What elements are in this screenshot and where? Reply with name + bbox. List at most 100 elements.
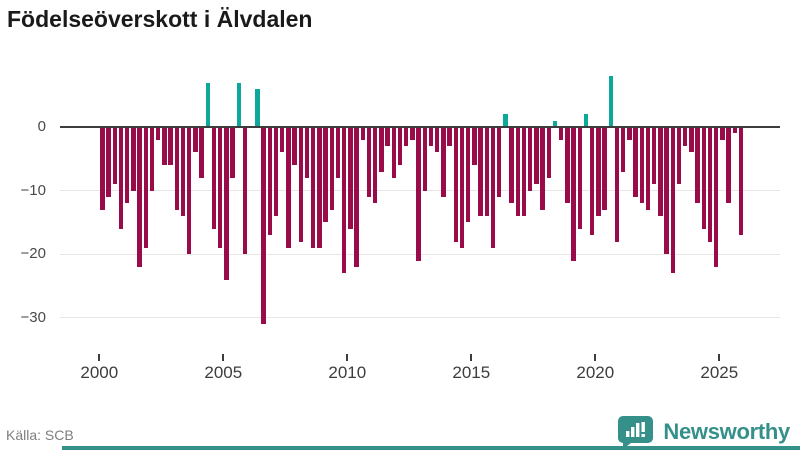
bar-2005-Q3 xyxy=(236,82,241,127)
bar-2011-Q1 xyxy=(373,127,378,204)
bar-2019-Q2 xyxy=(577,127,582,229)
bar-2022-Q1 xyxy=(645,127,651,210)
bar-2024-Q4 xyxy=(714,127,719,267)
bar-2017-Q4 xyxy=(540,127,545,210)
gridline-y-30 xyxy=(60,317,780,319)
newsworthy-logo-icon xyxy=(617,415,654,449)
bar-2007-Q2 xyxy=(280,127,285,153)
y-axis-label-0: 0 xyxy=(37,118,46,135)
bar-2003-Q4 xyxy=(193,127,198,153)
bar-2010-Q3 xyxy=(360,127,365,140)
bar-2014-Q1 xyxy=(447,127,452,147)
source-label: Källa: SCB xyxy=(6,427,74,443)
bar-2007-Q4 xyxy=(292,127,297,166)
bar-2021-Q4 xyxy=(639,127,644,204)
bar-2016-Q3 xyxy=(509,127,514,204)
bar-2024-Q1 xyxy=(695,127,700,204)
bar-2020-Q2 xyxy=(602,127,607,210)
bar-2007-Q3 xyxy=(286,127,291,248)
x-tick-2015 xyxy=(470,354,473,361)
bar-2014-Q4 xyxy=(466,127,471,223)
bar-2010-Q1 xyxy=(348,127,353,229)
bar-2001-Q1 xyxy=(125,127,130,204)
bar-2012-Q3 xyxy=(410,127,415,140)
bar-2022-Q2 xyxy=(652,127,657,185)
bar-2018-Q4 xyxy=(565,127,570,204)
bar-2003-Q2 xyxy=(180,127,186,216)
bar-2020-Q3 xyxy=(608,76,613,127)
bar-2023-Q2 xyxy=(676,127,682,185)
x-axis-label-2000: 2000 xyxy=(80,363,119,382)
bar-2012-Q2 xyxy=(404,127,409,147)
y-axis-label--20: −20 xyxy=(20,245,46,263)
y-axis-label--10: −10 xyxy=(20,181,46,199)
bar-2006-Q3 xyxy=(261,127,266,325)
bar-2011-Q4 xyxy=(391,127,396,178)
bar-2008-Q4 xyxy=(317,127,322,248)
bar-2014-Q3 xyxy=(459,127,465,248)
bar-2021-Q1 xyxy=(621,127,626,172)
bar-2000-Q3 xyxy=(112,127,117,185)
bar-2025-Q1 xyxy=(720,127,725,140)
bar-2009-Q4 xyxy=(342,127,347,274)
bar-2017-Q3 xyxy=(534,127,539,185)
bar-2003-Q3 xyxy=(187,127,192,255)
bar-2019-Q4 xyxy=(590,127,595,236)
bar-2001-Q2 xyxy=(131,127,136,191)
bar-2024-Q3 xyxy=(707,127,713,242)
bar-2020-Q1 xyxy=(596,127,601,216)
bar-2024-Q2 xyxy=(701,127,706,229)
bar-2023-Q3 xyxy=(683,127,688,147)
bar-2004-Q3 xyxy=(211,127,217,229)
bar-2000-Q1 xyxy=(100,127,105,210)
bar-2025-Q4 xyxy=(738,127,744,236)
bar-2016-Q1 xyxy=(497,127,502,197)
x-axis-label-2025: 2025 xyxy=(700,363,739,382)
bar-2012-Q4 xyxy=(416,127,421,261)
x-tick-2010 xyxy=(346,354,349,361)
x-tick-2005 xyxy=(222,354,225,361)
bar-2005-Q4 xyxy=(242,127,248,255)
x-axis-zero-line xyxy=(60,126,780,128)
bar-2018-Q2 xyxy=(552,120,558,127)
bar-2000-Q2 xyxy=(106,127,111,197)
bar-2014-Q2 xyxy=(453,127,458,242)
bar-2015-Q4 xyxy=(490,127,496,248)
bar-2022-Q3 xyxy=(658,127,663,216)
x-axis-label-2015: 2015 xyxy=(452,363,491,382)
bar-2015-Q1 xyxy=(472,127,477,166)
bar-2002-Q3 xyxy=(162,127,167,166)
bar-2016-Q2 xyxy=(503,114,508,127)
bar-2006-Q4 xyxy=(267,127,272,236)
bar-2016-Q4 xyxy=(515,127,520,216)
bar-2021-Q3 xyxy=(633,127,638,197)
bar-2019-Q3 xyxy=(583,114,589,127)
bar-2005-Q2 xyxy=(230,127,235,178)
bar-2013-Q1 xyxy=(422,127,427,191)
x-axis-label-2020: 2020 xyxy=(576,363,615,382)
bar-2019-Q1 xyxy=(571,127,576,261)
bar-2007-Q1 xyxy=(273,127,279,216)
bar-2015-Q3 xyxy=(484,127,489,216)
bar-2022-Q4 xyxy=(664,127,669,255)
bar-2013-Q3 xyxy=(435,127,440,153)
bar-2001-Q4 xyxy=(143,127,148,248)
bar-2000-Q4 xyxy=(118,127,124,229)
bar-2008-Q2 xyxy=(304,127,310,178)
brand-bottom-strip xyxy=(62,446,800,450)
bar-2012-Q1 xyxy=(397,127,403,166)
bar-2010-Q2 xyxy=(354,127,359,267)
bar-2009-Q3 xyxy=(335,127,341,178)
bar-2017-Q2 xyxy=(528,127,533,191)
newsworthy-wordmark: Newsworthy xyxy=(663,419,790,444)
x-tick-2000 xyxy=(98,354,101,361)
bar-2025-Q3 xyxy=(732,127,737,134)
bar-2001-Q3 xyxy=(137,127,142,267)
bar-2009-Q1 xyxy=(323,127,328,223)
bar-2008-Q1 xyxy=(298,127,303,242)
x-tick-2025 xyxy=(718,354,721,361)
bar-2003-Q1 xyxy=(174,127,179,210)
bar-2013-Q4 xyxy=(441,127,446,197)
bar-2015-Q2 xyxy=(478,127,483,216)
bar-2025-Q2 xyxy=(726,127,731,204)
